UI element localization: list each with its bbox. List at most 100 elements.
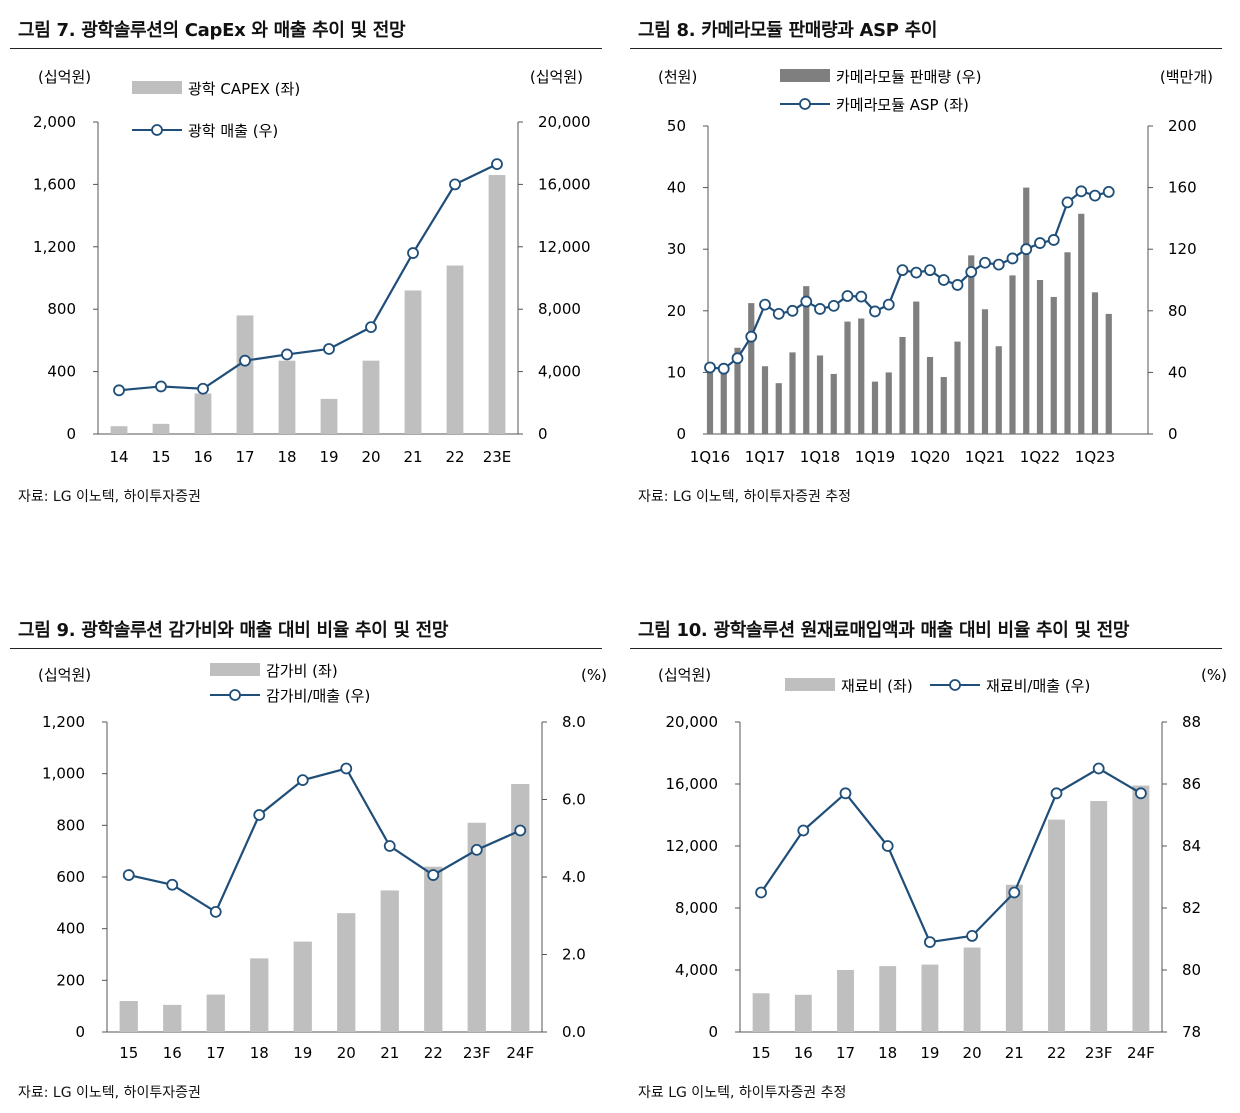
right-tick-label: 8,000 bbox=[538, 300, 581, 318]
chart-panel-fig9: 그림 9. 광학솔루션 감가비와 매출 대비 비율 추이 및 전망 0 200 40… bbox=[10, 608, 610, 1113]
x-tick-label: 21 bbox=[380, 1044, 399, 1062]
left-tick-label: 1,200 bbox=[33, 238, 76, 256]
x-tick-label: 15 bbox=[119, 1044, 138, 1062]
x-tick-label: 20 bbox=[337, 1044, 356, 1062]
bar bbox=[963, 947, 981, 1032]
left-tick-label: 0 bbox=[676, 425, 686, 443]
left-tick-label: 12,000 bbox=[666, 837, 719, 855]
bar bbox=[940, 377, 947, 434]
bar bbox=[748, 303, 755, 434]
bar bbox=[1091, 292, 1099, 434]
left-tick-label: 1,000 bbox=[42, 765, 85, 783]
bar bbox=[879, 966, 897, 1032]
left-tick-label: 600 bbox=[56, 868, 85, 886]
bar bbox=[830, 373, 837, 434]
right-tick-label: 120 bbox=[1168, 240, 1197, 258]
x-tick-label: 21 bbox=[403, 448, 422, 466]
right-tick-label: 0 bbox=[538, 425, 548, 443]
line-point bbox=[1092, 762, 1105, 775]
x-tick-label: 23E bbox=[483, 448, 512, 466]
line-point bbox=[745, 330, 758, 343]
bar bbox=[236, 315, 254, 434]
bar bbox=[293, 941, 312, 1032]
line-point bbox=[797, 824, 810, 837]
line-point bbox=[965, 266, 978, 278]
bar bbox=[1132, 785, 1150, 1032]
line-point bbox=[122, 869, 135, 881]
line-point bbox=[731, 352, 744, 365]
line-point bbox=[839, 787, 852, 800]
line-point bbox=[197, 382, 209, 395]
line-point bbox=[924, 264, 936, 277]
left-unit-label: (십억원) bbox=[38, 666, 91, 684]
x-tick-label: 18 bbox=[250, 1044, 269, 1062]
x-tick-label: 20 bbox=[963, 1044, 982, 1062]
line-point bbox=[383, 840, 396, 852]
line-point bbox=[869, 305, 881, 318]
x-tick-label: 1Q18 bbox=[800, 448, 840, 466]
line-point bbox=[755, 886, 768, 899]
x-tick-label: 21 bbox=[1005, 1044, 1024, 1062]
legend-label: 감가비/매출 (우) bbox=[266, 687, 370, 705]
line-point bbox=[470, 843, 483, 856]
line-point bbox=[759, 298, 771, 311]
line-series bbox=[128, 767, 521, 914]
bar bbox=[404, 290, 422, 434]
right-unit-label: (%) bbox=[581, 666, 607, 684]
chart-title: 그림 9. 광학솔루션 감가비와 매출 대비 비율 추이 및 전망 bbox=[18, 620, 449, 641]
right-tick-label: 12,000 bbox=[538, 238, 591, 256]
bar bbox=[803, 286, 810, 434]
line-point bbox=[937, 274, 950, 286]
right-tick-label: 200 bbox=[1168, 117, 1197, 135]
left-tick-label: 8,000 bbox=[675, 899, 718, 917]
line-point bbox=[113, 384, 125, 397]
bar bbox=[954, 341, 961, 434]
left-tick-label: 4,000 bbox=[675, 961, 718, 979]
line-point bbox=[1050, 787, 1063, 800]
bar bbox=[789, 352, 796, 434]
legend-line-marker bbox=[229, 689, 241, 701]
bar bbox=[706, 367, 714, 434]
right-unit-label: (%) bbox=[1201, 666, 1227, 684]
line-point bbox=[1006, 252, 1019, 265]
left-tick-label: 400 bbox=[47, 363, 76, 381]
line-point bbox=[209, 905, 222, 918]
legend-line-marker bbox=[151, 124, 163, 136]
line-point bbox=[855, 290, 868, 303]
x-tick-label: 1Q19 bbox=[855, 448, 895, 466]
right-tick-label: 80 bbox=[1182, 961, 1201, 979]
line-point bbox=[772, 307, 785, 320]
right-tick-label: 8.0 bbox=[562, 713, 586, 731]
bar bbox=[981, 309, 989, 434]
line-series bbox=[760, 767, 1142, 944]
line-series bbox=[709, 190, 1110, 370]
line-point bbox=[281, 348, 293, 361]
legend-label: 재료비/매출 (우) bbox=[986, 677, 1090, 695]
chart-title: 그림 10. 광학솔루션 원재료매입액과 매출 대비 비율 추이 및 전망 bbox=[638, 620, 1130, 641]
bar bbox=[871, 381, 879, 434]
legend-label: 감가비 (좌) bbox=[266, 662, 338, 680]
bar bbox=[467, 822, 486, 1032]
line-point bbox=[296, 774, 309, 787]
right-tick-label: 2.0 bbox=[562, 946, 586, 964]
bar bbox=[926, 357, 934, 434]
legend-label: 카메라모듈 판매량 (우) bbox=[836, 68, 981, 86]
x-tick-label: 1Q20 bbox=[910, 448, 950, 466]
bar bbox=[775, 383, 782, 434]
line-point bbox=[951, 279, 964, 291]
left-tick-label: 20,000 bbox=[666, 713, 719, 731]
bar bbox=[816, 355, 824, 434]
x-tick-label: 16 bbox=[163, 1044, 182, 1062]
left-tick-label: 1,600 bbox=[33, 175, 76, 193]
x-tick-label: 1Q22 bbox=[1020, 448, 1060, 466]
chart-svg: 0 400 800 1,200 1,600 2,000 0 4,000 8,000 12,000 1… bbox=[33, 68, 591, 466]
x-tick-label: 1Q21 bbox=[965, 448, 1005, 466]
line-point bbox=[1089, 189, 1101, 202]
bar bbox=[1050, 296, 1057, 434]
right-tick-label: 80 bbox=[1168, 302, 1187, 320]
bar bbox=[110, 426, 128, 434]
bar bbox=[734, 347, 741, 434]
left-tick-label: 800 bbox=[47, 300, 76, 318]
x-tick-label: 20 bbox=[361, 448, 380, 466]
left-tick-label: 50 bbox=[667, 117, 686, 135]
